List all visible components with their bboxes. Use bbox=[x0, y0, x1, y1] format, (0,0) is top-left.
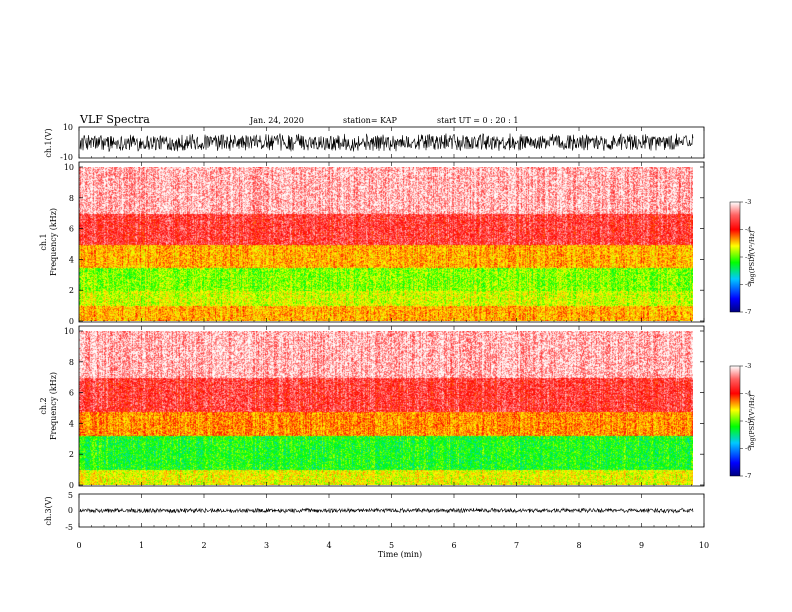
ch2-spectrogram-ytick-label: 6 bbox=[69, 389, 74, 398]
date-label: Jan. 24, 2020 bbox=[249, 116, 304, 125]
ch2-spectrogram-ytick-label: 8 bbox=[69, 358, 74, 367]
ch1-colorbar-tick-label: -6 bbox=[745, 281, 751, 289]
ch1-colorbar-tick-label: -4 bbox=[745, 226, 751, 234]
time-tick-label: 1 bbox=[139, 541, 144, 550]
ch1-colorbar-tick-label: -5 bbox=[745, 253, 751, 261]
figure-title: VLF Spectra bbox=[79, 113, 150, 126]
start-ut-label: start UT = 0 : 20 : 1 bbox=[437, 116, 518, 125]
ch3-ytick-bottom: -5 bbox=[65, 523, 73, 532]
time-tick-label: 10 bbox=[699, 541, 709, 550]
ch2-spectrogram-ytick-label: 2 bbox=[69, 450, 74, 459]
ch3-waveform-ylabel: ch.3(V) bbox=[44, 496, 53, 525]
ch2-colorbar-tick-label: -7 bbox=[745, 472, 751, 480]
ch1-spectrogram-ylabel-line2: Frequency (kHz) bbox=[49, 208, 58, 276]
time-tick-label: 5 bbox=[389, 541, 394, 550]
ch1-colorbar: -3 -4 -5 -6 -7 log(PSD)(V²/Hz) bbox=[729, 198, 756, 316]
ch2-colorbar-tick-label: -5 bbox=[745, 417, 751, 425]
ch1-colorbar-tick-label: -7 bbox=[745, 308, 751, 316]
ch1-spectrogram-image bbox=[79, 167, 693, 321]
time-tick-label: 8 bbox=[576, 541, 581, 550]
ch1-spectrogram-ytick-label: 2 bbox=[69, 286, 74, 295]
ch1-spectrogram-ytick-label: 0 bbox=[69, 317, 74, 326]
ch1-spectrogram-ytick-label: 10 bbox=[64, 163, 74, 172]
ch1-ytick-bottom: -10 bbox=[60, 153, 73, 162]
ch1-waveform-trace bbox=[79, 133, 694, 152]
ch1-spectrogram-ytick-label: 8 bbox=[69, 194, 74, 203]
ch3-ytick-top: 5 bbox=[68, 491, 73, 500]
time-axis-label: Time (min) bbox=[378, 550, 422, 559]
ch1-spectrogram-panel: 0 2 4 6 8 10 ch.1 Frequency (kHz) bbox=[39, 161, 705, 326]
ch2-colorbar-tick-label: -4 bbox=[745, 390, 751, 398]
time-tick-label: 4 bbox=[326, 541, 331, 550]
time-tick-label: 3 bbox=[264, 541, 269, 550]
ch2-colorbar-label: log(PSD)(V²/Hz) bbox=[748, 394, 756, 447]
ch3-waveform-trace bbox=[79, 507, 694, 514]
time-tick-label: 2 bbox=[201, 541, 206, 550]
ch1-spectrogram-ytick-label: 4 bbox=[69, 255, 74, 264]
ch2-spectrogram-image bbox=[79, 331, 693, 485]
time-tick-label: 6 bbox=[451, 541, 456, 550]
ch3-ytick-mid: 0 bbox=[68, 506, 73, 515]
ch2-spectrogram-panel: 0 2 4 6 8 10 ch.2 Frequency (kHz) bbox=[39, 325, 705, 490]
time-axis: 0 1 2 3 4 5 6 7 8 9 10 bbox=[76, 127, 709, 550]
ch2-colorbar: -3 -4 -5 -6 -7 log(PSD)(V²/Hz) bbox=[729, 362, 756, 480]
ch2-spectrogram-ytick-label: 4 bbox=[69, 419, 74, 428]
ch1-ytick-top: 10 bbox=[63, 123, 73, 132]
ch2-spectrogram-ylabel-line2: Frequency (kHz) bbox=[49, 372, 58, 440]
time-tick-label: 0 bbox=[76, 541, 81, 550]
ch1-waveform-panel: 10 -10 ch.1(V) bbox=[44, 123, 705, 162]
ch1-spectrogram-ylabel-line1: ch.1 bbox=[39, 233, 48, 250]
ch2-spectrogram-ytick-label: 10 bbox=[64, 327, 74, 336]
ch2-colorbar-tick-label: -6 bbox=[745, 445, 751, 453]
time-tick-label: 9 bbox=[639, 541, 644, 550]
ch1-colorbar-label: log(PSD)(V²/Hz) bbox=[748, 230, 756, 283]
station-label: station= KAP bbox=[343, 116, 398, 125]
ch2-colorbar-tick-label: -3 bbox=[745, 362, 751, 370]
time-tick-label: 7 bbox=[514, 541, 519, 550]
ch1-waveform-ylabel: ch.1(V) bbox=[44, 128, 53, 157]
ch1-spectrogram-ytick-label: 6 bbox=[69, 225, 74, 234]
ch3-waveform-panel: 5 0 -5 ch.3(V) bbox=[44, 491, 705, 532]
ch2-spectrogram-ytick-label: 0 bbox=[69, 481, 74, 490]
ch2-spectrogram-ylabel-line1: ch.2 bbox=[39, 397, 48, 414]
ch1-colorbar-tick-label: -3 bbox=[745, 198, 751, 206]
